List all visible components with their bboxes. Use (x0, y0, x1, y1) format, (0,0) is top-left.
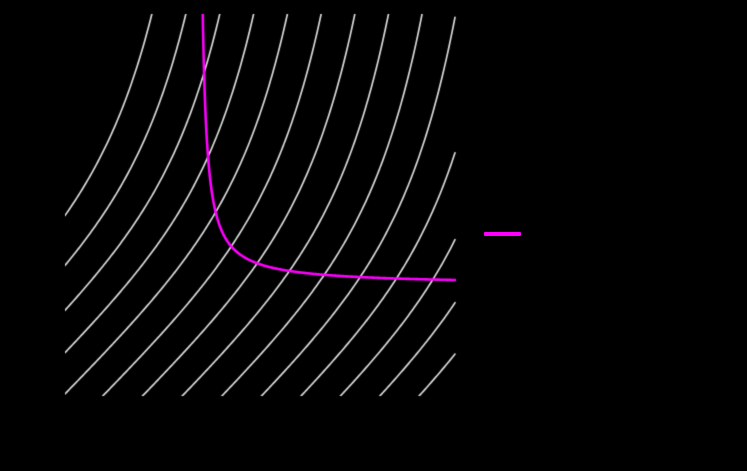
legend-marker (484, 232, 521, 236)
